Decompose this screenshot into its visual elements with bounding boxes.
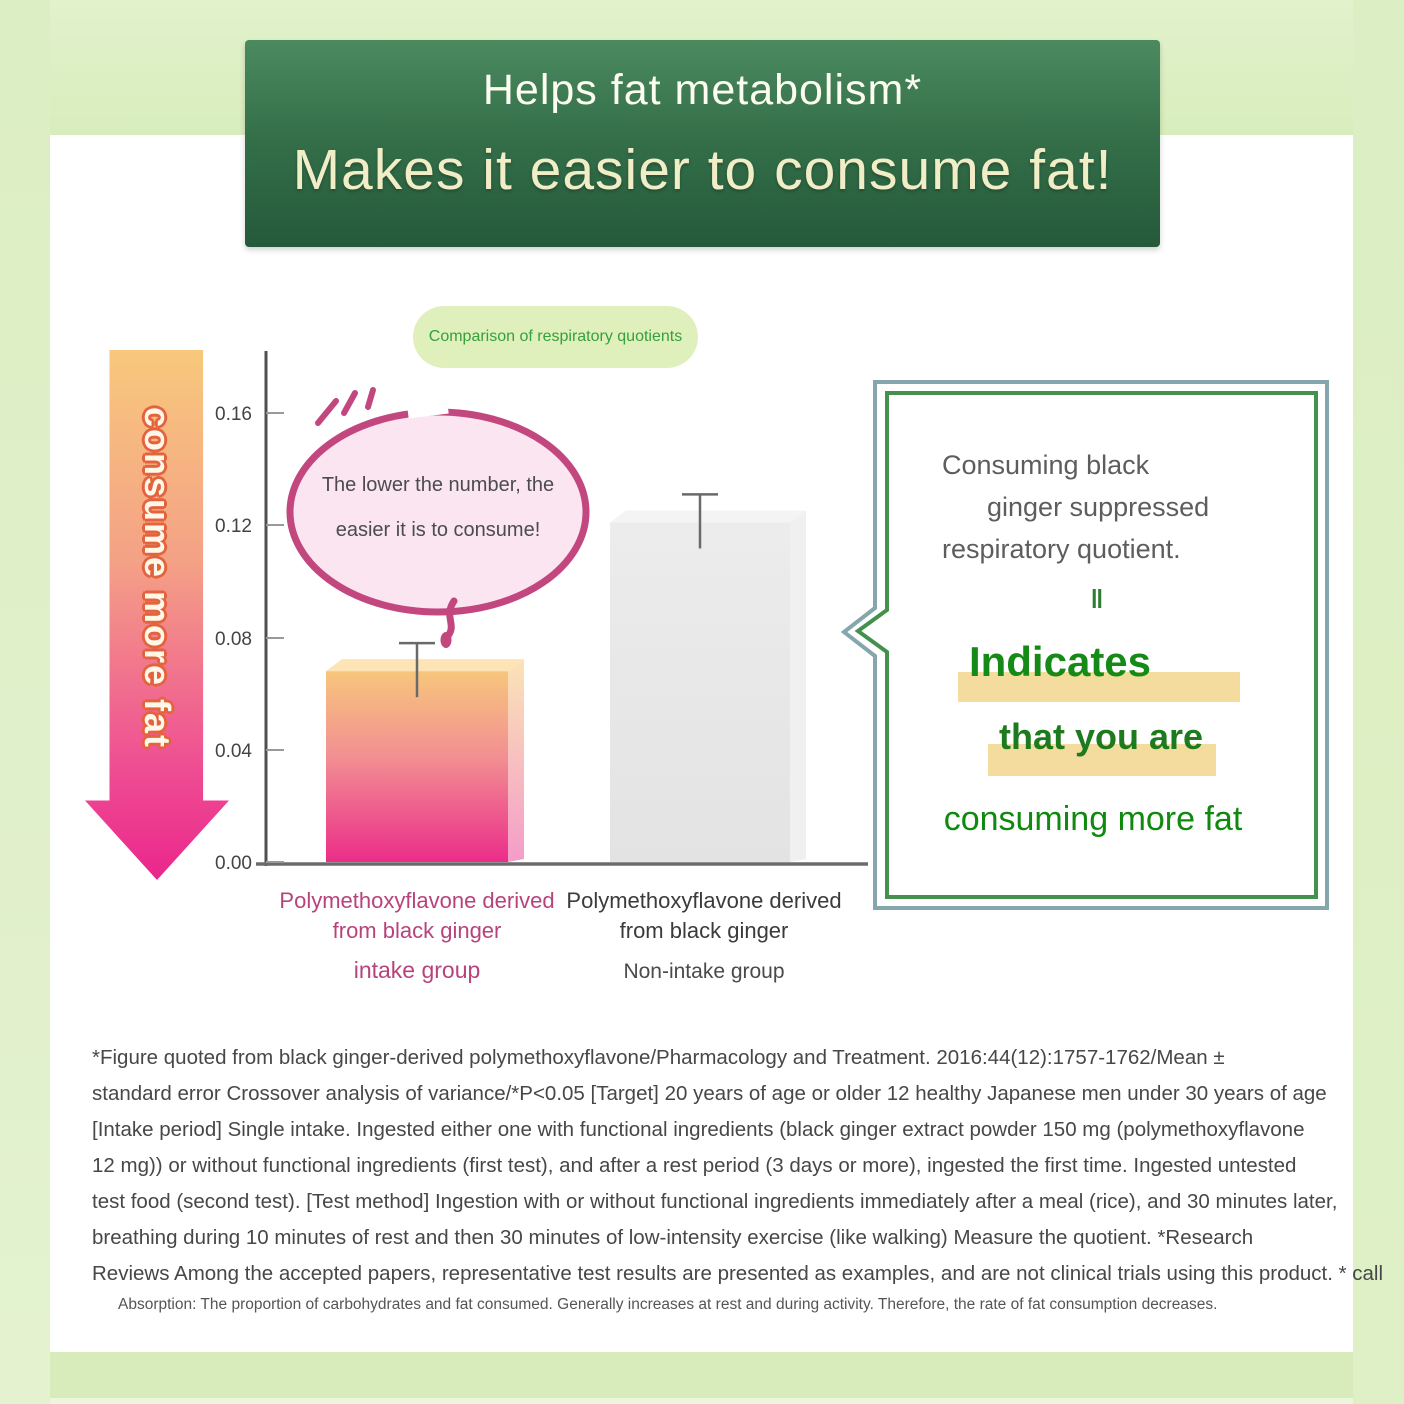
y-axis-labels: 0.16 0.12 0.08 0.04 0.00 — [215, 404, 252, 874]
frame-band-bottom — [0, 1352, 1404, 1398]
bar-nonintake — [610, 522, 790, 862]
footnote-line-1: *Figure quoted from black ginger-derived… — [92, 1046, 1225, 1069]
footnote-absorption-note: Absorption: The proportion of carbohydra… — [118, 1296, 1218, 1313]
speech-bubble-tail — [443, 597, 458, 641]
chart-title: Comparison of respiratory quotients — [428, 328, 683, 345]
frame-band-right — [1353, 0, 1404, 1404]
footnote-line-2: standard error Crossover analysis of var… — [92, 1082, 1327, 1105]
header-title: Helps fat metabolism* — [482, 66, 923, 114]
box-text-line1: Consuming black — [942, 450, 1150, 480]
category-label-nonintake: Polymethoxyflavone derived from black gi… — [524, 886, 884, 946]
group-label-nonintake: Non-intake group — [623, 960, 785, 983]
bar-intake-side — [508, 659, 524, 862]
speech-bubble-outline — [286, 408, 590, 616]
highlight-bar-1 — [958, 672, 1240, 702]
footnote-line-6: breathing during 10 minutes of rest and … — [92, 1226, 1254, 1249]
category-intake-line1: Polymethoxyflavone derived — [279, 888, 555, 913]
emphasis-consuming-more-fat: consuming more fat — [943, 800, 1243, 838]
group-label-intake: intake group — [353, 957, 481, 983]
speech-bubble — [286, 387, 590, 648]
equals-icon: ‖ — [1090, 584, 1104, 614]
footnote-line-4: 12 mg)) or without functional ingredient… — [92, 1154, 1297, 1177]
category-nonintake-line1: Polymethoxyflavone derived — [566, 888, 842, 913]
bar-intake — [326, 671, 508, 862]
bar-nonintake-top — [610, 510, 806, 523]
sparkle-icon — [315, 387, 376, 426]
arrow-label: consume more fat — [137, 406, 178, 750]
bar-nonintake-side — [790, 510, 806, 862]
speech-bubble-tail-drop — [440, 632, 452, 648]
highlight-bar-2 — [988, 744, 1216, 776]
bubble-text-line2: easier it is to consume! — [335, 519, 541, 541]
header-subtitle: Makes it easier to consume fat! — [292, 138, 1113, 202]
frame-band-left — [0, 0, 50, 1404]
header-banner: Helps fat metabolism* Makes it easier to… — [245, 40, 1160, 247]
category-label-intake: Polymethoxyflavone derived from black gi… — [237, 886, 597, 946]
ytick-004: 0.04 — [215, 741, 252, 762]
footnote-line-3: [Intake period] Single intake. Ingested … — [92, 1118, 1305, 1141]
frame-band-bottom-edge — [0, 1398, 1404, 1404]
box-text-line2: ginger suppressed — [987, 492, 1210, 522]
category-intake-line2: from black ginger — [332, 918, 502, 943]
y-axis-ticks — [266, 412, 284, 863]
footnote-line-5: test food (second test). [Test method] I… — [92, 1190, 1338, 1213]
category-nonintake-line2: from black ginger — [619, 918, 789, 943]
ytick-008: 0.08 — [215, 629, 252, 650]
bar-chart: 0.16 0.12 0.08 0.04 0.00 — [215, 351, 868, 874]
box-text-line3: respiratory quotient. — [942, 534, 1181, 564]
speech-bubble-gap — [407, 402, 449, 419]
ytick-012: 0.12 — [215, 516, 252, 537]
result-box-outer-border — [840, 380, 1329, 910]
emphasis-that-you-are: that you are — [998, 716, 1204, 757]
bar-intake-top — [326, 659, 524, 672]
bubble-text-line1: The lower the number, the — [321, 474, 555, 496]
ytick-000: 0.00 — [215, 853, 252, 874]
footnote-line-7: Reviews Among the accepted papers, repre… — [92, 1262, 1384, 1285]
chart-title-pill: Comparison of respiratory quotients — [413, 306, 698, 368]
emphasis-indicates: Indicates — [968, 638, 1152, 685]
ytick-016: 0.16 — [215, 404, 252, 425]
